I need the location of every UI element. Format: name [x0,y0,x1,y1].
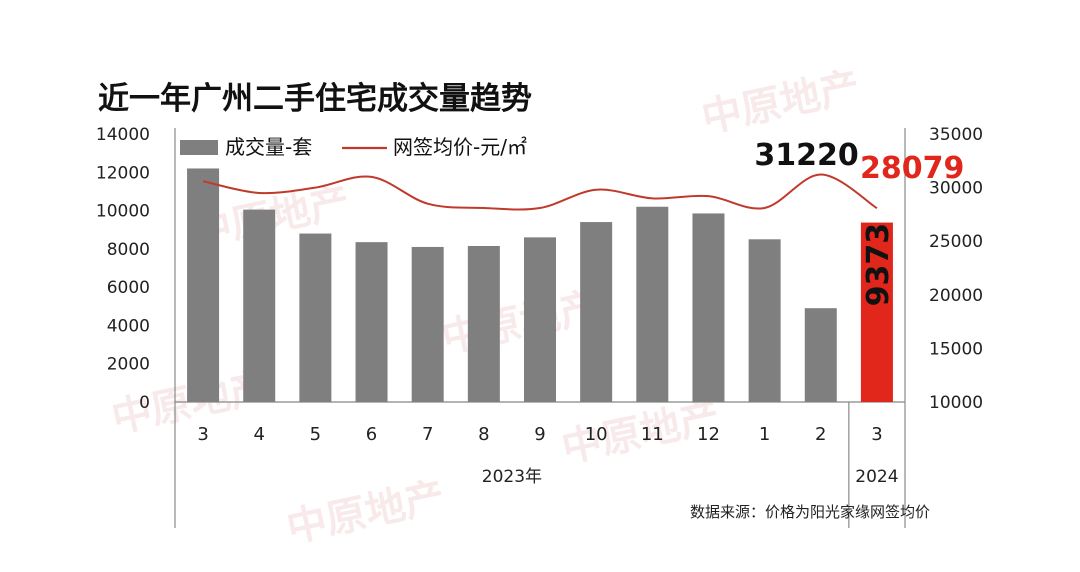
volume-last-label: 9373 [861,223,896,307]
x-tick-label: 3 [197,424,208,445]
y-right-tick-label: 30000 [929,179,983,199]
bar [804,308,837,402]
legend-bar-swatch [180,140,218,155]
x-tick-label: 7 [422,424,433,445]
bar [748,239,781,402]
legend-line-label: 网签均价-元/㎡ [393,135,527,159]
x-tick-label: 3 [871,424,882,445]
y-left-tick-label: 8000 [107,240,150,260]
price-last-label: 28079 [860,151,964,186]
chart-title: 近一年广州二手住宅成交量趋势 [98,81,532,117]
year-group-label: 2023年 [482,467,542,487]
price-peak-label: 31220 [754,138,858,173]
source-note: 数据来源：价格为阳光家缘网签均价 [690,503,930,521]
bar [187,168,220,402]
x-tick-label: 5 [310,424,321,445]
price-line [202,173,878,211]
y-left-tick-label: 6000 [107,278,150,298]
bar [580,222,613,402]
y-right-tick-label: 20000 [929,286,983,306]
x-tick-label: 8 [478,424,489,445]
y-right-tick-label: 10000 [929,393,983,413]
bar-highlight [860,222,893,402]
y-left-tick-label: 2000 [107,355,150,375]
x-tick-label: 9 [534,424,545,445]
bar [636,206,669,402]
bar [243,209,276,402]
x-tick-label: 2 [815,424,826,445]
y-left-tick-label: 10000 [96,202,150,222]
bar [524,237,556,402]
bar [692,213,725,402]
legend-bar-label: 成交量-套 [225,135,312,159]
y-right-tick-label: 35000 [929,125,983,145]
bar [355,242,388,402]
y-left-tick-label: 14000 [96,125,150,145]
y-left-tick-label: 4000 [107,316,150,336]
x-tick-label: 4 [254,424,265,445]
x-tick-label: 12 [697,424,720,445]
year-group-label: 2024 [855,467,898,487]
x-tick-label: 10 [585,424,608,445]
x-tick-label: 1 [759,424,770,445]
x-tick-label: 11 [641,424,664,445]
x-tick-label: 6 [366,424,377,445]
bar [411,246,444,402]
bar [467,245,500,402]
y-right-tick-label: 15000 [929,339,983,359]
bar [299,233,332,402]
y-left-tick-label: 12000 [96,163,150,183]
y-right-tick-label: 25000 [929,232,983,252]
y-left-tick-label: 0 [139,393,150,413]
